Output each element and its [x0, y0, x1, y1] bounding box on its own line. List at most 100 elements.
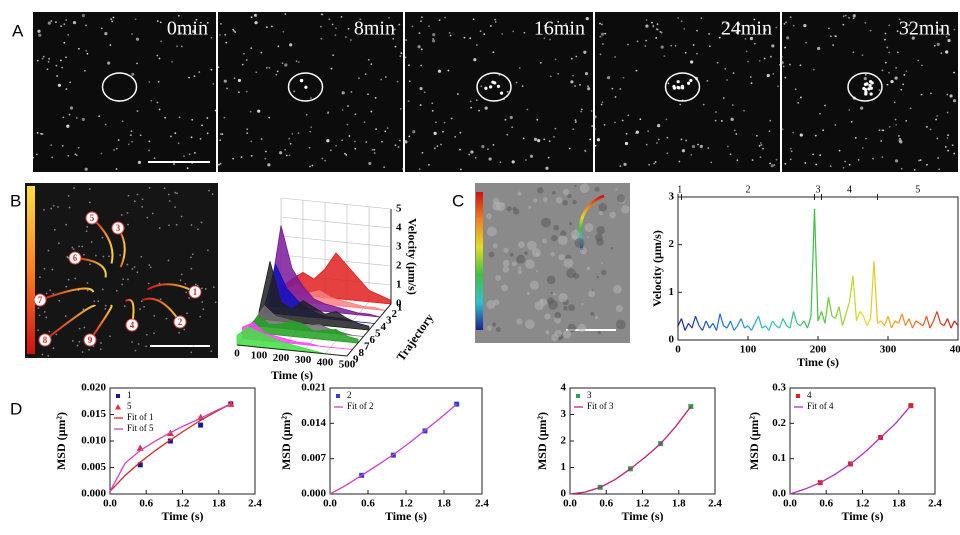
particle [77, 146, 80, 149]
particle [670, 44, 673, 47]
particle [206, 249, 209, 252]
trace-segment [729, 320, 735, 331]
y-tick-label: 4 [561, 382, 567, 394]
particle [769, 162, 771, 165]
particle [604, 32, 607, 35]
particle [521, 85, 524, 88]
particle [444, 16, 446, 19]
trace-segment [768, 320, 774, 331]
trace-segment [943, 318, 949, 326]
particle [447, 69, 450, 72]
particle [308, 146, 311, 149]
particle [368, 161, 372, 166]
particle [370, 63, 373, 66]
particle [93, 300, 96, 303]
particle [190, 267, 193, 270]
cell-texture [609, 211, 616, 219]
particle [400, 52, 403, 55]
fit-line [569, 406, 692, 495]
particle [136, 271, 139, 274]
particle [397, 146, 400, 148]
particle [71, 340, 74, 342]
particle [621, 119, 624, 122]
particle [773, 164, 776, 166]
particle [472, 18, 475, 21]
trace-segment [736, 318, 742, 326]
particle [107, 61, 111, 65]
particle [536, 118, 539, 121]
particle [41, 57, 44, 60]
cell-texture [551, 234, 558, 242]
particle [579, 83, 581, 86]
particle [246, 128, 249, 131]
particle [699, 144, 703, 149]
data-point [198, 422, 204, 428]
particle [913, 168, 916, 171]
cell-texture [528, 205, 532, 209]
particle [438, 19, 441, 22]
particle [88, 188, 91, 190]
particle [265, 26, 268, 29]
particle [852, 51, 855, 54]
y-tick-label: 3 [396, 241, 402, 253]
particle [148, 140, 151, 143]
particle [210, 36, 213, 39]
y-axis-label: MSD (μm²) [279, 412, 293, 470]
particle [321, 157, 324, 160]
particle [73, 187, 75, 190]
particle [146, 216, 149, 219]
trace-segment [880, 320, 885, 327]
trace-segment [904, 318, 910, 326]
particle [383, 166, 386, 169]
trace-segment [897, 313, 903, 324]
particle [457, 93, 459, 95]
particle [238, 91, 240, 94]
particle [794, 88, 797, 91]
y-tick-label: 0.0 [772, 488, 786, 500]
particle [599, 22, 601, 25]
particle [202, 308, 205, 311]
particle [148, 81, 151, 83]
trace-segment [772, 320, 777, 327]
particle [52, 204, 55, 207]
particle [489, 85, 493, 89]
particle [47, 21, 51, 25]
particle [67, 154, 70, 157]
trace-segment [831, 315, 836, 320]
particle [190, 224, 193, 226]
legend-label: 5 [127, 401, 132, 411]
particle [192, 345, 195, 347]
particle [684, 51, 687, 54]
particle [666, 152, 669, 155]
particle [41, 133, 44, 135]
particle [135, 37, 140, 41]
cell-texture [598, 202, 608, 212]
cell-texture [486, 325, 492, 331]
particle [83, 69, 86, 72]
segment-label: 5 [915, 184, 920, 195]
particle [842, 166, 845, 169]
particle [159, 298, 162, 301]
particle [65, 19, 68, 21]
particle [886, 83, 889, 86]
trace-segment [688, 322, 693, 329]
particle [936, 42, 940, 47]
y-tick-label: 0.020 [81, 382, 106, 394]
particle [373, 152, 376, 154]
particle [113, 149, 115, 151]
particle [663, 55, 666, 58]
particle [75, 117, 78, 119]
x-tick-label: 1.2 [636, 498, 650, 510]
trace-segment [946, 318, 952, 329]
particle [76, 344, 79, 347]
cell-texture [555, 196, 563, 204]
particle [869, 29, 872, 32]
x-tick-label: 500 [339, 359, 356, 371]
particle [600, 103, 603, 106]
particle [622, 76, 625, 79]
particle [36, 59, 39, 62]
particle [602, 43, 604, 45]
particle [146, 333, 148, 336]
particle [399, 55, 402, 58]
particle [733, 129, 736, 132]
